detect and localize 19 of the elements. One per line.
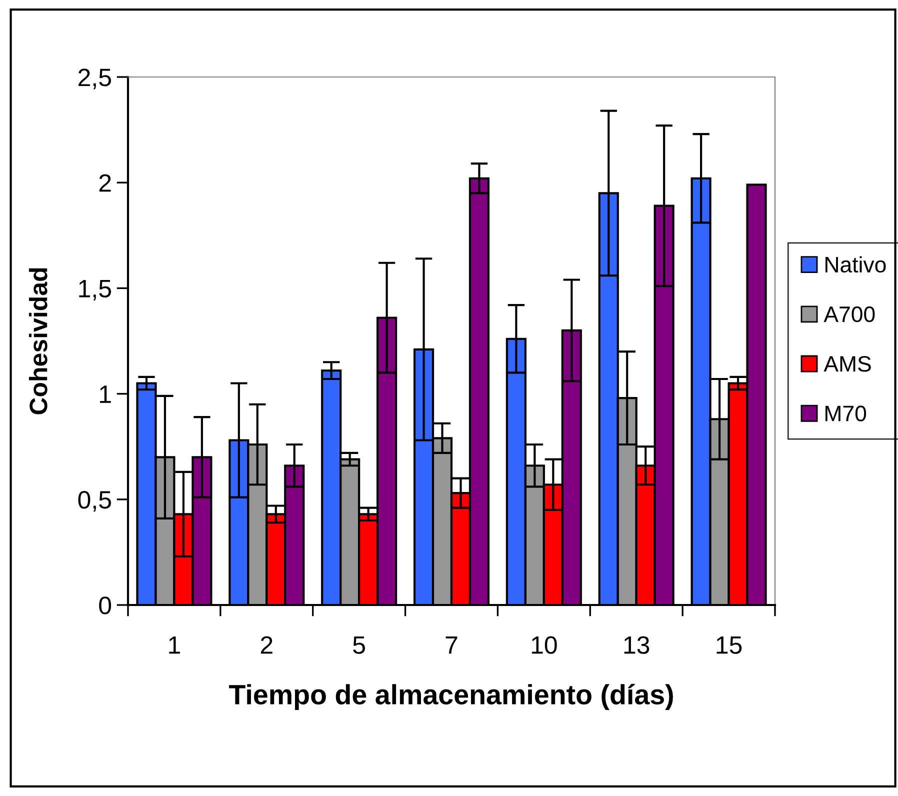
y-axis-title: Cohesividad (28, 268, 48, 414)
x-axis-title: Tiempo de almacenamiento (días) (229, 684, 673, 710)
legend-label: M70 (826, 406, 866, 422)
y-tick-label: 2,5 (78, 68, 111, 90)
y-tick-label: 2 (99, 174, 111, 192)
y-tick-label: 1 (100, 386, 111, 403)
x-tick-label: 2 (260, 636, 272, 654)
x-tick-label: 15 (716, 636, 742, 654)
x-tick-label: 5 (353, 636, 365, 654)
legend-label: AMS (824, 356, 871, 372)
x-tick-label: 7 (446, 636, 458, 654)
y-tick-label: 0,5 (78, 491, 111, 512)
y-tick-label: 0 (99, 596, 112, 614)
legend-label: Nativo (826, 256, 886, 273)
x-tick-label: 1 (169, 636, 180, 654)
x-tick-label: 13 (624, 636, 650, 654)
legend-label: A700 (824, 306, 875, 322)
y-tick-label: 1,5 (79, 280, 111, 300)
x-tick-label: 10 (532, 636, 557, 654)
